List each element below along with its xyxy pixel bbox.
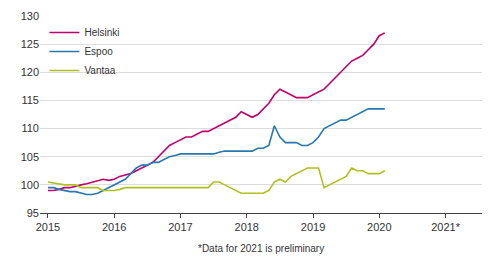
svg-text:Vantaa: Vantaa (84, 65, 115, 76)
svg-text:2017: 2017 (168, 221, 192, 233)
svg-text:2015: 2015 (36, 221, 60, 233)
svg-text:Espoo: Espoo (84, 46, 113, 57)
svg-text:2020: 2020 (367, 221, 391, 233)
svg-text:95: 95 (27, 207, 39, 219)
svg-text:125: 125 (21, 38, 39, 50)
svg-text:2016: 2016 (102, 221, 126, 233)
svg-text:105: 105 (21, 151, 39, 163)
svg-text:2019: 2019 (301, 221, 325, 233)
svg-text:115: 115 (21, 94, 39, 106)
svg-text:Helsinki: Helsinki (84, 27, 119, 38)
svg-text:130: 130 (21, 10, 39, 22)
svg-text:2018: 2018 (235, 221, 259, 233)
svg-text:100: 100 (21, 179, 39, 191)
svg-text:*Data for 2021 is preliminary: *Data for 2021 is preliminary (198, 243, 324, 254)
svg-text:110: 110 (21, 122, 39, 134)
svg-text:2021*: 2021* (431, 221, 460, 233)
svg-text:120: 120 (21, 66, 39, 78)
